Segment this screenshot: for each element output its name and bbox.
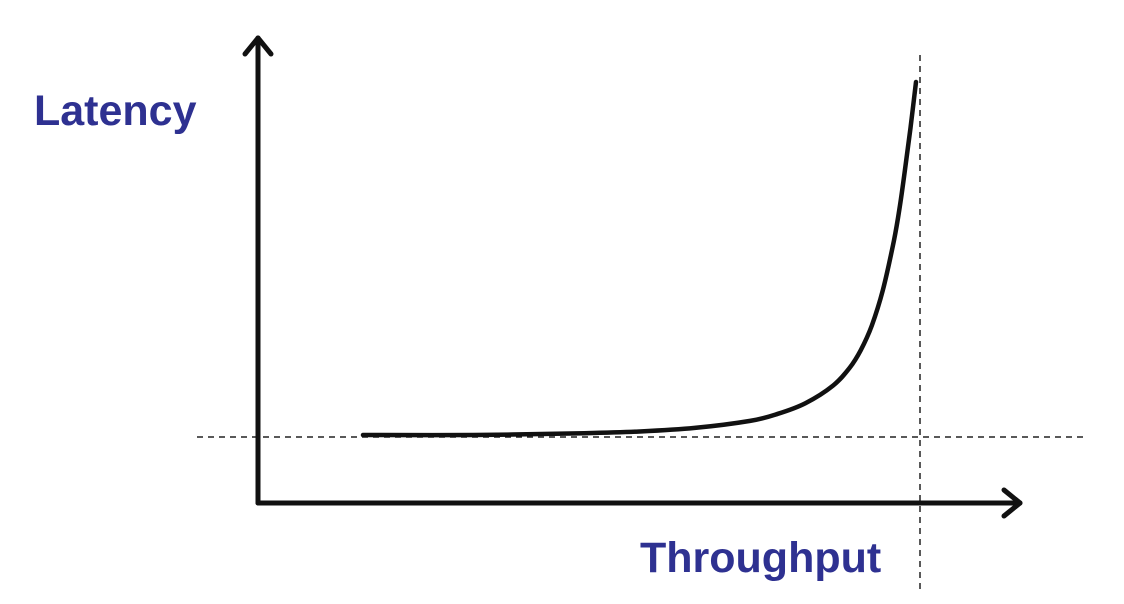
y-axis-title: Latency — [34, 87, 197, 135]
y-axis-arrowhead — [242, 35, 274, 57]
x-axis-arrowhead — [1001, 487, 1023, 519]
x-axis-title: Throughput — [640, 534, 881, 582]
latency-curve — [360, 79, 919, 438]
